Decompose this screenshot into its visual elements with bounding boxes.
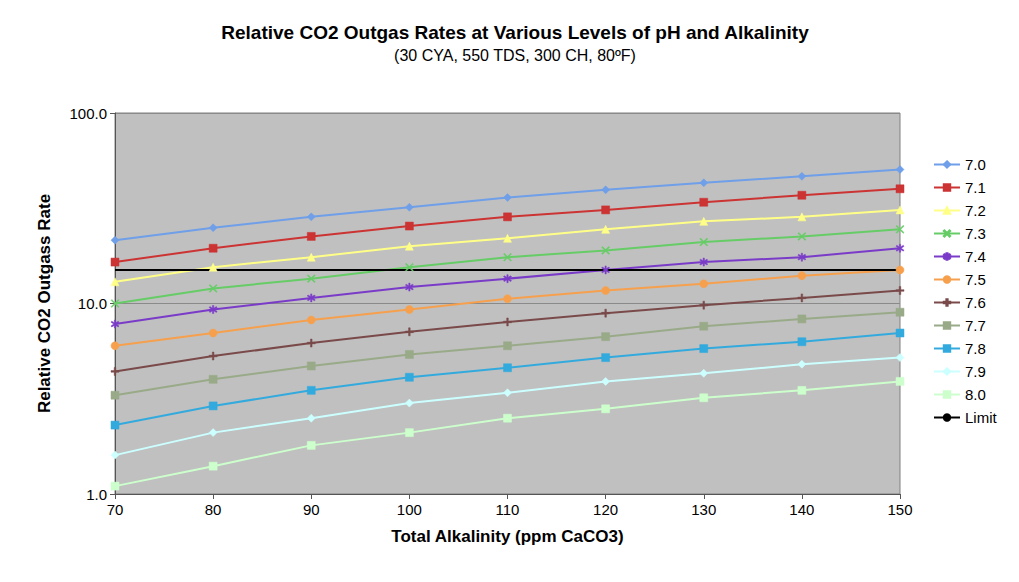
svg-text:150: 150 (887, 501, 912, 518)
svg-text:140: 140 (789, 501, 814, 518)
svg-text:Total Alkalinity (ppm CaCO3): Total Alkalinity (ppm CaCO3) (391, 527, 623, 546)
svg-text:7.4: 7.4 (965, 248, 986, 265)
svg-text:7.2: 7.2 (965, 202, 986, 219)
svg-text:7.8: 7.8 (965, 340, 986, 357)
svg-text:Relative CO2 Outgas Rates at V: Relative CO2 Outgas Rates at Various Lev… (221, 22, 809, 43)
svg-text:7.6: 7.6 (965, 294, 986, 311)
svg-text:7.5: 7.5 (965, 271, 986, 288)
svg-text:120: 120 (593, 501, 618, 518)
svg-text:1.0: 1.0 (86, 486, 107, 503)
svg-text:7.1: 7.1 (965, 179, 986, 196)
svg-text:130: 130 (691, 501, 716, 518)
svg-text:8.0: 8.0 (965, 386, 986, 403)
svg-text:110: 110 (496, 501, 520, 518)
svg-text:10.0: 10.0 (78, 295, 107, 312)
svg-text:7.7: 7.7 (965, 317, 986, 334)
svg-text:Limit: Limit (965, 409, 998, 426)
svg-text:7.3: 7.3 (965, 225, 986, 242)
svg-text:90: 90 (303, 501, 320, 518)
svg-text:70: 70 (107, 501, 124, 518)
svg-text:80: 80 (205, 501, 222, 518)
svg-text:Relative CO2 Outgass Rate: Relative CO2 Outgass Rate (35, 194, 54, 413)
svg-text:(30 CYA, 550 TDS, 300 CH, 80ºF: (30 CYA, 550 TDS, 300 CH, 80ºF) (394, 47, 636, 64)
svg-text:7.0: 7.0 (965, 156, 986, 173)
svg-text:100: 100 (397, 501, 422, 518)
svg-text:7.9: 7.9 (965, 363, 986, 380)
svg-text:100.0: 100.0 (69, 105, 107, 122)
